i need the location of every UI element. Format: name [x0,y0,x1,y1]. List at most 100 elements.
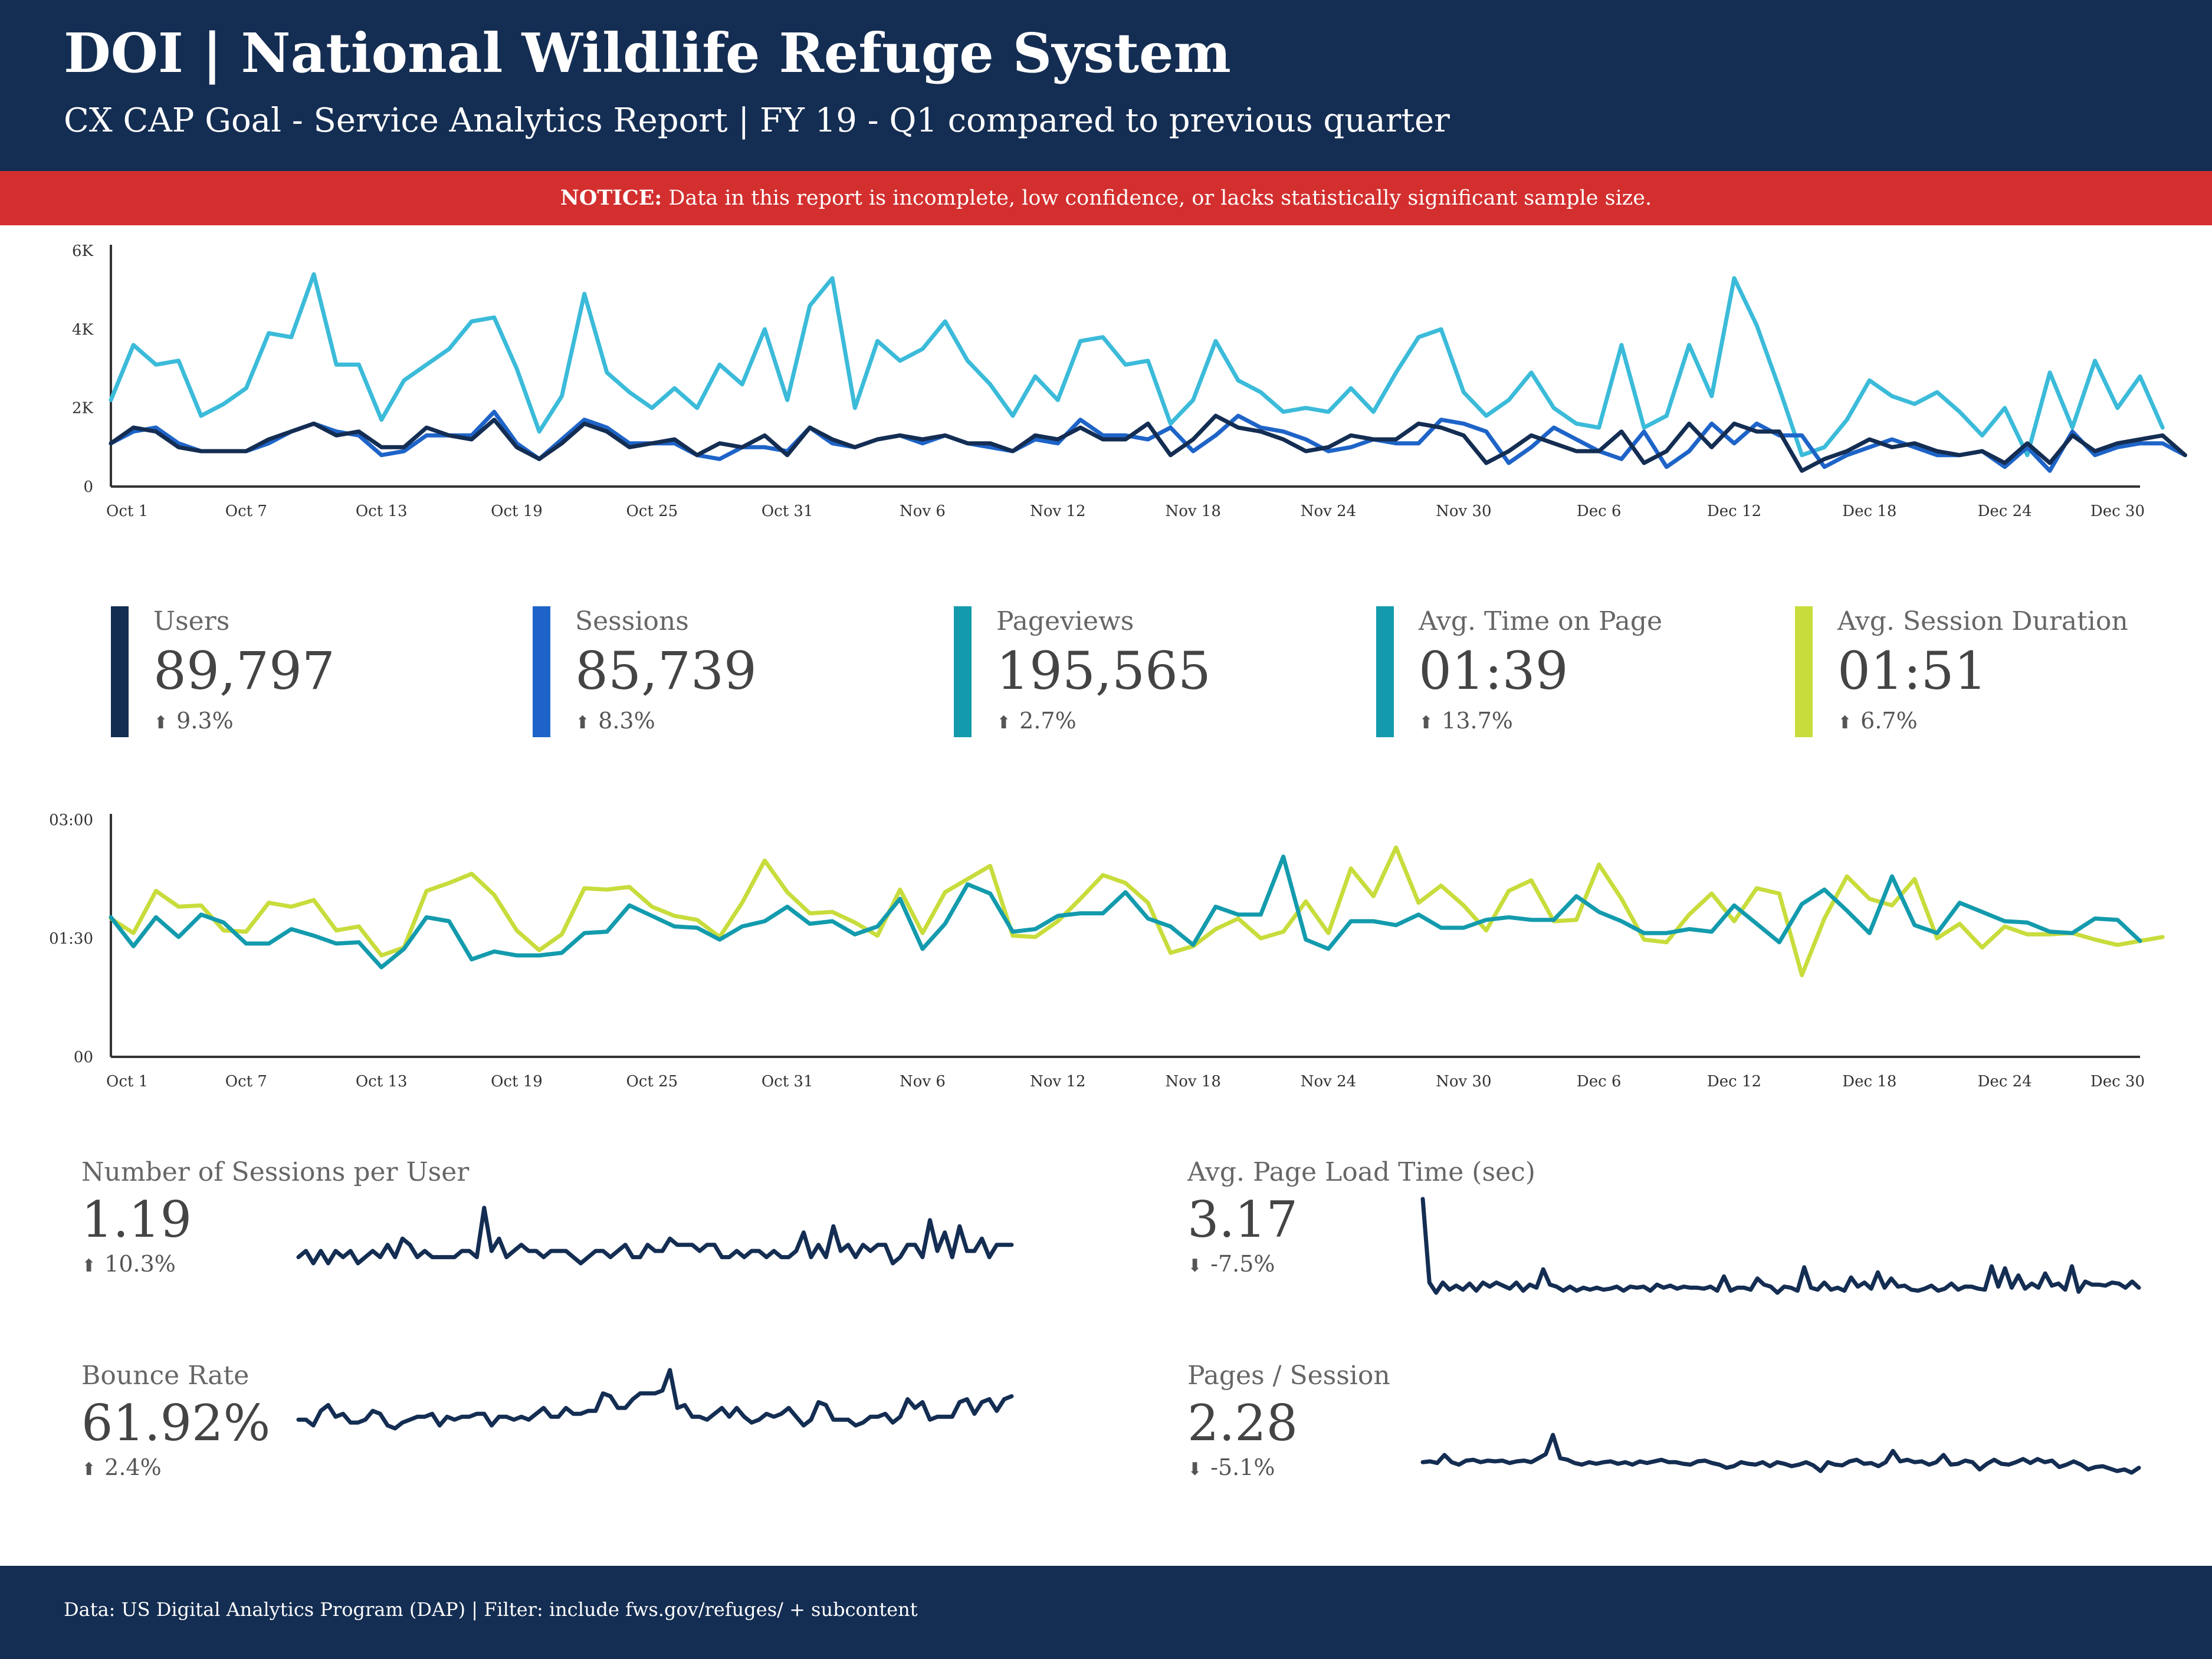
x-tick-label: Dec 6 [1577,1073,1622,1090]
duration-line-chart: 00 01:30 03:00 Oct 1 Oct 7 Oct 13 Oct 19 Oct 25… [49,812,2165,1090]
x-tick-label: Dec 18 [1842,502,1896,520]
kpi-color-bar [111,606,129,737]
kpi-value: 85,739 [575,640,757,701]
kpi-color-bar [954,606,972,737]
kpi-value: 01:51 [1837,640,1987,701]
x-tick-label: Oct 19 [491,502,543,520]
x-tick-label: Nov 30 [1436,1073,1491,1090]
report-header: DOI | National Wildlife Refuge System CX… [0,0,2212,171]
arrow-down-icon: ⬇ [1187,1459,1203,1480]
x-tick-label: Nov 24 [1301,502,1356,520]
metric-label: Pages / Session [1187,1361,1390,1391]
x-tick-label: Nov 30 [1436,502,1491,520]
users-series-line [109,413,2187,473]
kpi-label: Pageviews [996,606,1134,636]
y-tick-label: 03:00 [49,812,93,829]
avg-time-on-page-series-line [109,855,2142,970]
x-tick-label: Nov 12 [1030,502,1085,520]
x-tick-label: Oct 25 [626,502,678,520]
y-tick-label: 0 [83,478,93,496]
bounce-rate-sparkline [296,1368,1014,1431]
report-subtitle: CX CAP Goal - Service Analytics Report |… [64,101,1450,140]
arrow-down-icon: ⬇ [1187,1256,1203,1276]
traffic-line-chart: 0 2K 4K 6K Oct 1 Oct 7 Oct 13 Oct 19 Oct 25 Oct 3… [72,242,2187,520]
x-tick-label: Nov 24 [1301,1073,1356,1090]
y-tick-label: 4K [72,321,94,339]
sessions-per-user-sparkline [296,1205,1014,1266]
arrow-up-icon: ⬆ [996,712,1012,733]
x-tick-label: Dec 12 [1707,1073,1761,1090]
kpi-color-bar [1376,606,1394,737]
metric-label: Avg. Page Load Time (sec) [1187,1157,1535,1187]
y-tick-label: 6K [72,242,94,260]
x-tick-label: Nov 6 [900,502,946,520]
arrow-up-icon: ⬆ [575,712,590,733]
notice-banner: NOTICE: Data in this report is incomplet… [0,171,2212,225]
notice-label: NOTICE: [560,186,662,210]
arrow-up-icon: ⬆ [1837,712,1853,733]
kpi-label: Avg. Time on Page [1419,606,1663,636]
metric-change: ⬆ 2.4% [81,1454,162,1480]
kpi-color-bar [533,606,550,737]
pages-per-session-sparkline [1420,1433,2141,1475]
kpi-label: Sessions [575,606,689,636]
metric-value: 2.28 [1187,1394,1298,1452]
kpi-change: ⬆ 9.3% [153,708,234,734]
x-tick-label: Dec 30 [2090,1073,2145,1090]
footer-text: Data: US Digital Analytics Program (DAP)… [64,1598,918,1621]
kpi-label: Users [153,606,230,636]
y-tick-label: 01:30 [49,930,93,948]
x-tick-label: Nov 12 [1030,1073,1085,1090]
metric-pages-per-session: Pages / Session 2.28 ⬇ -5.1% [1187,1361,1390,1480]
report-footer: Data: US Digital Analytics Program (DAP)… [0,1566,2212,1659]
page-load-time-sparkline [1420,1197,2141,1295]
kpi-change: ⬆ 13.7% [1419,708,1513,734]
x-tick-label: Dec 12 [1707,502,1761,520]
y-tick-label: 2K [72,400,94,418]
sparkline-path [1420,1197,2141,1295]
sparkline-path [296,1368,1014,1431]
x-tick-label: Oct 13 [356,502,408,520]
x-tick-label: Nov 6 [900,1073,946,1090]
x-tick-label: Oct 7 [225,1073,267,1090]
metric-value: 61.92% [81,1394,271,1452]
metric-page-load-time: Avg. Page Load Time (sec) 3.17 ⬇ -7.5% [1187,1157,1535,1277]
x-tick-label: Nov 18 [1165,502,1220,520]
notice-text: Data in this report is incomplete, low c… [662,186,1652,210]
metric-change: ⬇ -7.5% [1187,1251,1275,1277]
metric-value: 1.19 [81,1191,192,1249]
kpi-color-bar [1795,606,1813,737]
metric-label: Bounce Rate [81,1361,250,1391]
metric-value: 3.17 [1187,1191,1298,1249]
x-tick-label: Oct 7 [225,502,267,520]
x-tick-label: Oct 31 [762,1073,813,1090]
metric-change: ⬇ -5.1% [1187,1454,1275,1480]
kpi-value: 195,565 [996,640,1211,701]
pageviews-series-line [109,272,2165,458]
kpi-value: 89,797 [153,640,335,701]
x-tick-label: Dec 6 [1577,502,1622,520]
x-tick-label: Oct 1 [106,502,148,520]
x-tick-label: Dec 24 [1978,1073,2032,1090]
kpi-change: ⬆ 2.7% [996,708,1077,734]
x-tick-label: Oct 19 [491,1073,543,1090]
arrow-up-icon: ⬆ [81,1256,97,1276]
metric-bounce-rate: Bounce Rate 61.92% ⬆ 2.4% [81,1361,270,1480]
x-tick-label: Dec 18 [1842,1073,1896,1090]
sparkline-path [1420,1433,2141,1475]
kpi-value: 01:39 [1419,640,1568,701]
x-tick-label: Oct 13 [356,1073,408,1090]
kpi-label: Avg. Session Duration [1837,606,2128,636]
x-tick-label: Nov 18 [1165,1073,1220,1090]
arrow-up-icon: ⬆ [153,712,169,733]
x-tick-label: Oct 1 [106,1073,148,1090]
kpi-change: ⬆ 6.7% [1837,708,1918,734]
report-title: DOI | National Wildlife Refuge System [64,21,1231,85]
kpi-change: ⬆ 8.3% [575,708,655,734]
metric-sessions-per-user: Number of Sessions per User 1.19 ⬆ 10.3% [81,1157,469,1277]
x-tick-label: Oct 31 [762,502,813,520]
x-tick-label: Dec 30 [2090,502,2145,520]
metric-label: Number of Sessions per User [81,1157,470,1187]
y-tick-label: 00 [74,1049,93,1066]
metric-change: ⬆ 10.3% [81,1251,176,1277]
